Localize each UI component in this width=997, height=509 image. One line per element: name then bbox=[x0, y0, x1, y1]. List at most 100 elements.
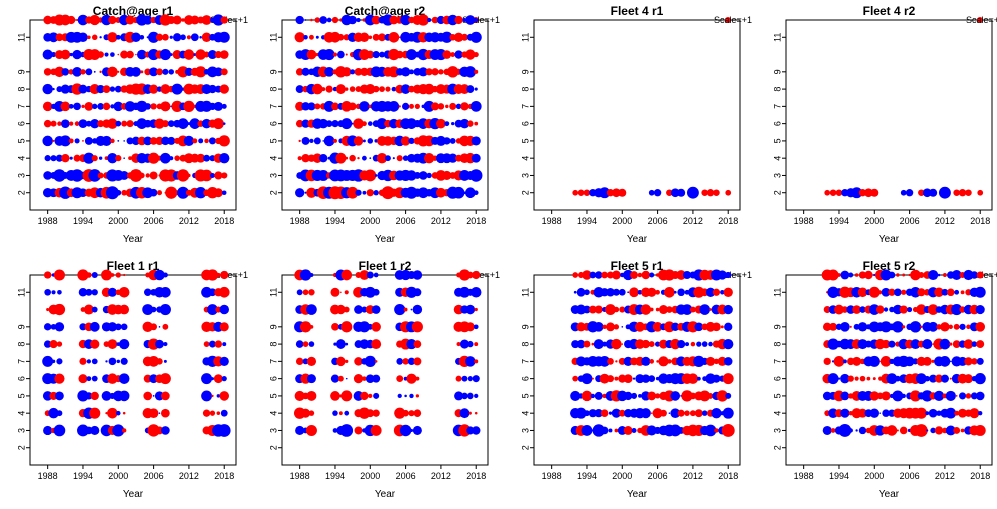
residual-bubble bbox=[143, 136, 153, 146]
residual-bubble bbox=[725, 271, 732, 279]
residual-bubble bbox=[296, 289, 303, 296]
residual-bubble bbox=[349, 86, 356, 92]
y-tick-label: 4 bbox=[772, 156, 782, 161]
residual-bubble bbox=[977, 189, 984, 196]
residual-bubble bbox=[83, 304, 94, 315]
residual-bubble bbox=[823, 306, 831, 314]
x-tick-label: 2012 bbox=[179, 216, 199, 226]
residual-bubble bbox=[50, 51, 57, 58]
residual-bubble bbox=[668, 412, 671, 414]
residual-bubble bbox=[155, 426, 164, 435]
residual-bubble bbox=[630, 271, 638, 279]
residual-bubble bbox=[295, 119, 304, 128]
residual-bubble bbox=[219, 356, 229, 366]
y-tick-label: 3 bbox=[520, 428, 530, 433]
residual-bubble bbox=[366, 189, 374, 197]
residual-bubble bbox=[53, 303, 66, 316]
residual-bubble bbox=[345, 53, 348, 56]
residual-bubble bbox=[368, 35, 373, 40]
residual-bubble bbox=[345, 377, 348, 380]
residual-bubble bbox=[469, 169, 483, 182]
residual-bubble bbox=[901, 289, 907, 295]
residual-bubble bbox=[951, 270, 962, 280]
residual-bubble bbox=[212, 118, 224, 130]
residual-bubble bbox=[107, 66, 118, 78]
residual-bubble bbox=[43, 15, 52, 25]
residual-bubble bbox=[706, 189, 715, 197]
residual-bubble bbox=[920, 325, 923, 328]
residual-bubble bbox=[902, 273, 906, 277]
residual-bubble bbox=[907, 306, 913, 313]
residual-bubble bbox=[632, 377, 636, 380]
residual-bubble bbox=[369, 157, 372, 160]
residual-bubble bbox=[332, 138, 337, 143]
residual-bubble bbox=[471, 153, 481, 163]
x-tick-label: 2000 bbox=[864, 471, 884, 481]
residual-bubble bbox=[829, 322, 838, 331]
residual-bubble bbox=[319, 16, 328, 24]
residual-bubble bbox=[385, 155, 391, 162]
residual-bubble bbox=[406, 338, 417, 350]
residual-bubble bbox=[342, 67, 352, 77]
residual-bubble bbox=[631, 392, 638, 399]
plot-frame bbox=[533, 19, 741, 211]
residual-bubble bbox=[396, 155, 403, 162]
residual-bubble bbox=[408, 103, 414, 109]
residual-bubble bbox=[473, 324, 479, 330]
residual-bubble bbox=[50, 155, 57, 162]
residual-bubble bbox=[623, 374, 633, 384]
residual-bubble bbox=[976, 340, 985, 349]
residual-bubble bbox=[454, 50, 463, 59]
residual-bubble bbox=[899, 305, 908, 314]
residual-bubble bbox=[572, 272, 579, 278]
residual-bubble bbox=[701, 189, 708, 197]
residual-bubble bbox=[198, 138, 204, 144]
residual-bubble bbox=[76, 18, 79, 22]
y-tick-label: 11 bbox=[268, 33, 278, 42]
residual-bubble bbox=[160, 84, 171, 94]
residual-bubble bbox=[372, 409, 380, 417]
residual-bubble bbox=[951, 303, 963, 316]
residual-bubble bbox=[468, 411, 472, 415]
x-tick-label: 2000 bbox=[360, 216, 380, 226]
panel-title: Fleet 4 r1 bbox=[611, 4, 664, 18]
residual-bubble bbox=[102, 102, 111, 111]
x-tick-label: 2012 bbox=[683, 216, 703, 226]
residual-bubble bbox=[294, 32, 305, 43]
residual-bubble bbox=[717, 270, 727, 280]
residual-bubble bbox=[978, 411, 983, 416]
x-tick-label: 2006 bbox=[648, 471, 668, 481]
residual-bubble bbox=[189, 118, 201, 129]
residual-bubble bbox=[168, 69, 175, 75]
residual-bubble bbox=[222, 342, 227, 347]
residual-bubble bbox=[670, 408, 681, 419]
residual-bubble bbox=[605, 304, 616, 315]
residual-bubble bbox=[341, 101, 353, 112]
residual-bubble bbox=[412, 304, 423, 315]
residual-bubble bbox=[376, 118, 388, 130]
residual-bubble bbox=[220, 68, 228, 76]
residual-bubble bbox=[975, 391, 985, 401]
residual-bubble bbox=[910, 339, 921, 350]
residual-bubble bbox=[53, 424, 66, 437]
residual-bubble bbox=[177, 118, 189, 129]
residual-bubble bbox=[924, 375, 931, 382]
residual-bubble bbox=[114, 85, 122, 93]
residual-bubble bbox=[301, 67, 310, 76]
residual-bubble bbox=[606, 189, 615, 197]
bubble-panel: Fleet 1 r1 Scale=+1 1988 1994 2000 2006 2012 20… bbox=[16, 259, 248, 500]
residual-bubble bbox=[823, 357, 831, 366]
residual-bubble bbox=[213, 101, 223, 111]
residual-bubble bbox=[306, 304, 317, 315]
residual-bubble bbox=[637, 272, 643, 278]
residual-bubble bbox=[706, 356, 716, 366]
residual-bubble bbox=[613, 306, 620, 313]
x-tick-label: 2006 bbox=[648, 216, 668, 226]
residual-bubble bbox=[325, 85, 333, 93]
residual-bubble bbox=[123, 140, 125, 142]
residual-bubble bbox=[177, 66, 189, 78]
residual-bubble bbox=[971, 358, 978, 365]
residual-bubble bbox=[705, 287, 716, 297]
x-axis-label: Year bbox=[627, 489, 648, 500]
residual-bubble bbox=[827, 286, 839, 298]
